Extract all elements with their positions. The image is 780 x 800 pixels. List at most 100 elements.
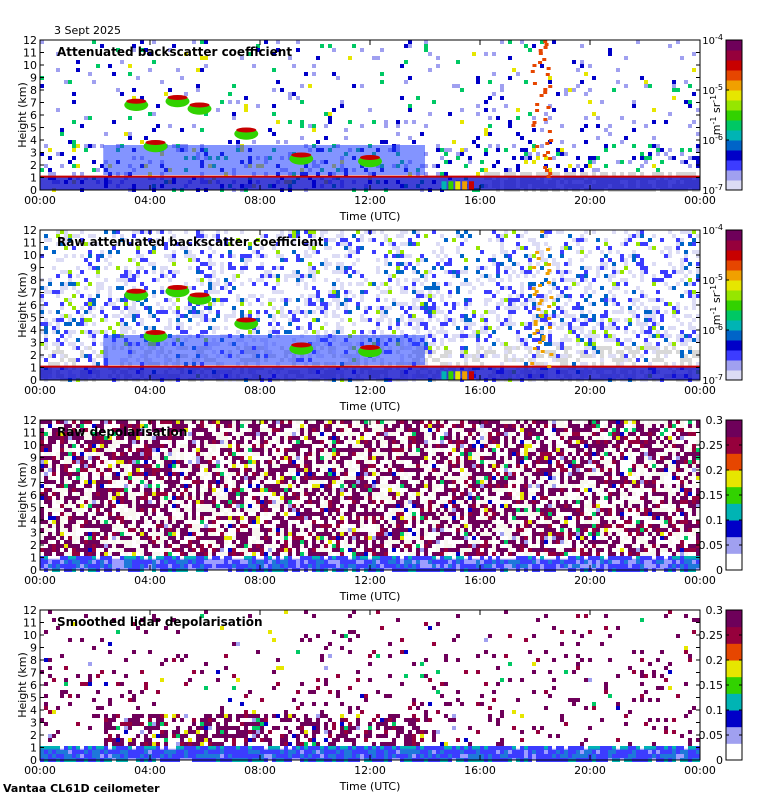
x-axis-label: Time (UTC) xyxy=(339,590,401,603)
colorbar-band xyxy=(726,330,742,341)
colorbar-band xyxy=(726,80,742,91)
x-tick-label: 00:00 xyxy=(684,574,716,587)
heatmap-image xyxy=(40,230,700,382)
y-tick-label: 4 xyxy=(30,134,37,147)
x-tick-label: 20:00 xyxy=(574,574,606,587)
colorbar-tick-label: 0 xyxy=(716,564,723,577)
y-tick-label: 8 xyxy=(30,274,37,287)
colorbar-band xyxy=(726,420,742,438)
colorbar-band xyxy=(726,360,742,371)
x-tick-label: 08:00 xyxy=(244,574,276,587)
y-tick-label: 7 xyxy=(30,477,37,490)
colorbar-tick-label: 0.1 xyxy=(706,514,724,527)
colorbar-tick-label: 0.3 xyxy=(706,604,724,617)
panel-title: Raw depolarisation xyxy=(57,425,187,439)
x-tick-label: 04:00 xyxy=(134,764,166,777)
colorbar-band xyxy=(726,100,742,111)
colorbar-band xyxy=(726,470,742,488)
y-tick-label: 9 xyxy=(30,262,37,275)
y-axis-label: Height (km) xyxy=(16,462,29,528)
colorbar-band xyxy=(726,160,742,171)
y-tick-label: 12 xyxy=(23,34,37,47)
colorbar-band xyxy=(726,726,742,744)
y-tick-label: 10 xyxy=(23,249,37,262)
colorbar-band xyxy=(726,120,742,131)
y-tick-label: 1 xyxy=(30,742,37,755)
colorbar-band xyxy=(726,310,742,321)
y-tick-label: 5 xyxy=(30,122,37,135)
colorbar-tick-label: 0.05 xyxy=(699,729,724,742)
y-tick-label: 5 xyxy=(30,312,37,325)
x-tick-label: 00:00 xyxy=(684,764,716,777)
y-tick-label: 4 xyxy=(30,514,37,527)
colorbar-band xyxy=(726,486,742,504)
y-tick-label: 9 xyxy=(30,72,37,85)
y-tick-label: 10 xyxy=(23,629,37,642)
colorbar-band xyxy=(726,170,742,181)
colorbar-band xyxy=(726,643,742,661)
panel-title: Attenuated backscatter coefficient xyxy=(57,45,292,59)
colorbar-tick-label: 0.15 xyxy=(699,489,724,502)
y-tick-label: 8 xyxy=(30,84,37,97)
x-tick-label: 00:00 xyxy=(24,194,56,207)
x-tick-label: 00:00 xyxy=(24,764,56,777)
colorbar-tick-label: 0.3 xyxy=(706,414,724,427)
colorbar-tick-label: 0.2 xyxy=(706,464,724,477)
x-tick-label: 04:00 xyxy=(134,574,166,587)
y-tick-label: 2 xyxy=(30,539,37,552)
colorbar-band xyxy=(726,710,742,728)
colorbar-band xyxy=(726,70,742,81)
colorbar-band xyxy=(726,436,742,454)
x-tick-label: 00:00 xyxy=(684,194,716,207)
colorbar-tick-label: 0.1 xyxy=(706,704,724,717)
colorbar-band xyxy=(726,553,742,571)
y-tick-label: 2 xyxy=(30,349,37,362)
colorbar-band xyxy=(726,110,742,121)
x-tick-label: 04:00 xyxy=(134,194,166,207)
y-tick-label: 6 xyxy=(30,299,37,312)
colorbar-band xyxy=(726,453,742,471)
colorbar-band xyxy=(726,130,742,141)
y-tick-label: 8 xyxy=(30,654,37,667)
y-axis-label: Height (km) xyxy=(16,272,29,338)
x-tick-label: 00:00 xyxy=(684,384,716,397)
y-tick-label: 3 xyxy=(30,147,37,160)
x-tick-label: 00:00 xyxy=(24,574,56,587)
y-tick-label: 0 xyxy=(30,184,37,197)
x-tick-label: 12:00 xyxy=(354,574,386,587)
colorbar: 0 0.05 0.1 0.15 0.2 0.25 0.3 xyxy=(699,604,743,767)
colorbar-band xyxy=(726,280,742,291)
colorbar-band xyxy=(726,610,742,628)
y-tick-label: 11 xyxy=(23,237,37,250)
y-tick-label: 8 xyxy=(30,464,37,477)
colorbar: 0 0.05 0.1 0.15 0.2 0.25 0.3 xyxy=(699,414,743,577)
y-tick-label: 9 xyxy=(30,452,37,465)
colorbar-band xyxy=(726,626,742,644)
footer-label: Vantaa CL61D ceilometer xyxy=(3,782,160,795)
colorbar-tick-label: 10-7 xyxy=(702,183,723,197)
y-tick-label: 4 xyxy=(30,704,37,717)
y-tick-label: 11 xyxy=(23,47,37,60)
colorbar-band xyxy=(726,676,742,694)
x-tick-label: 08:00 xyxy=(244,194,276,207)
colorbar-band xyxy=(726,240,742,251)
heatmap-image xyxy=(40,420,700,572)
y-tick-label: 5 xyxy=(30,692,37,705)
panel-title: Smoothed lidar depolarisation xyxy=(57,615,263,629)
colorbar-band xyxy=(726,693,742,711)
y-tick-label: 4 xyxy=(30,324,37,337)
colorbar-band xyxy=(726,300,742,311)
date-label: 3 Sept 2025 xyxy=(54,24,121,37)
y-tick-label: 12 xyxy=(23,224,37,237)
y-tick-label: 0 xyxy=(30,374,37,387)
x-axis-label: Time (UTC) xyxy=(339,210,401,223)
x-tick-label: 12:00 xyxy=(354,194,386,207)
y-tick-label: 6 xyxy=(30,489,37,502)
colorbar-band xyxy=(726,520,742,538)
x-tick-label: 12:00 xyxy=(354,764,386,777)
colorbar-tick-label: 0.2 xyxy=(706,654,724,667)
colorbar-band xyxy=(726,140,742,151)
colorbar-band xyxy=(726,90,742,101)
